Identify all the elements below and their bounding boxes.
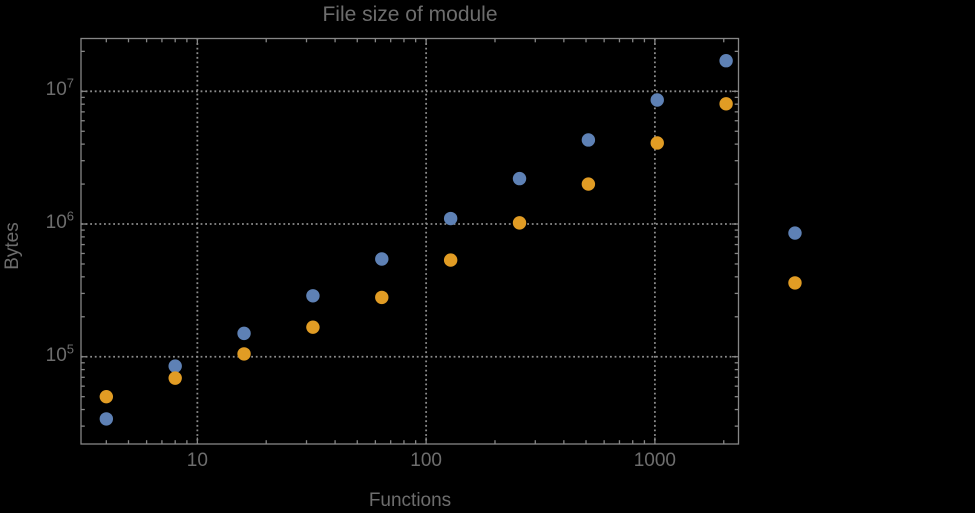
y-tick-label: 105 [45, 341, 74, 366]
data-point-blue [581, 133, 596, 147]
data-point-orange [443, 253, 458, 267]
data-point-orange [306, 320, 320, 334]
data-point-blue [650, 93, 664, 107]
data-point-blue [375, 252, 389, 266]
data-point-orange [168, 371, 182, 385]
data-point-orange [788, 276, 802, 290]
x-axis-label: Functions [368, 490, 452, 511]
data-point-blue [237, 326, 251, 341]
data-point-blue [168, 359, 182, 373]
y-tick-label: 107 [45, 75, 74, 101]
data-point-blue [306, 289, 320, 303]
x-tick-label: 10 [186, 450, 208, 471]
data-point-blue [99, 412, 114, 426]
data-point-blue [443, 211, 458, 226]
data-point-orange [719, 97, 733, 111]
x-tick-label: 1000 [633, 450, 677, 471]
data-point-orange [512, 216, 527, 230]
chart-title: File size of module [322, 3, 498, 26]
data-point-blue [719, 54, 733, 68]
data-point-orange [375, 290, 389, 305]
data-point-blue [512, 171, 527, 186]
data-point-orange [581, 177, 596, 191]
plot-frame [80, 37, 740, 445]
data-point-orange [99, 389, 114, 404]
x-tick-label: 100 [410, 450, 442, 471]
y-tick-label: 106 [45, 208, 74, 234]
data-point-orange [650, 136, 664, 150]
data-point-blue [788, 226, 802, 240]
data-point-orange [237, 347, 251, 361]
